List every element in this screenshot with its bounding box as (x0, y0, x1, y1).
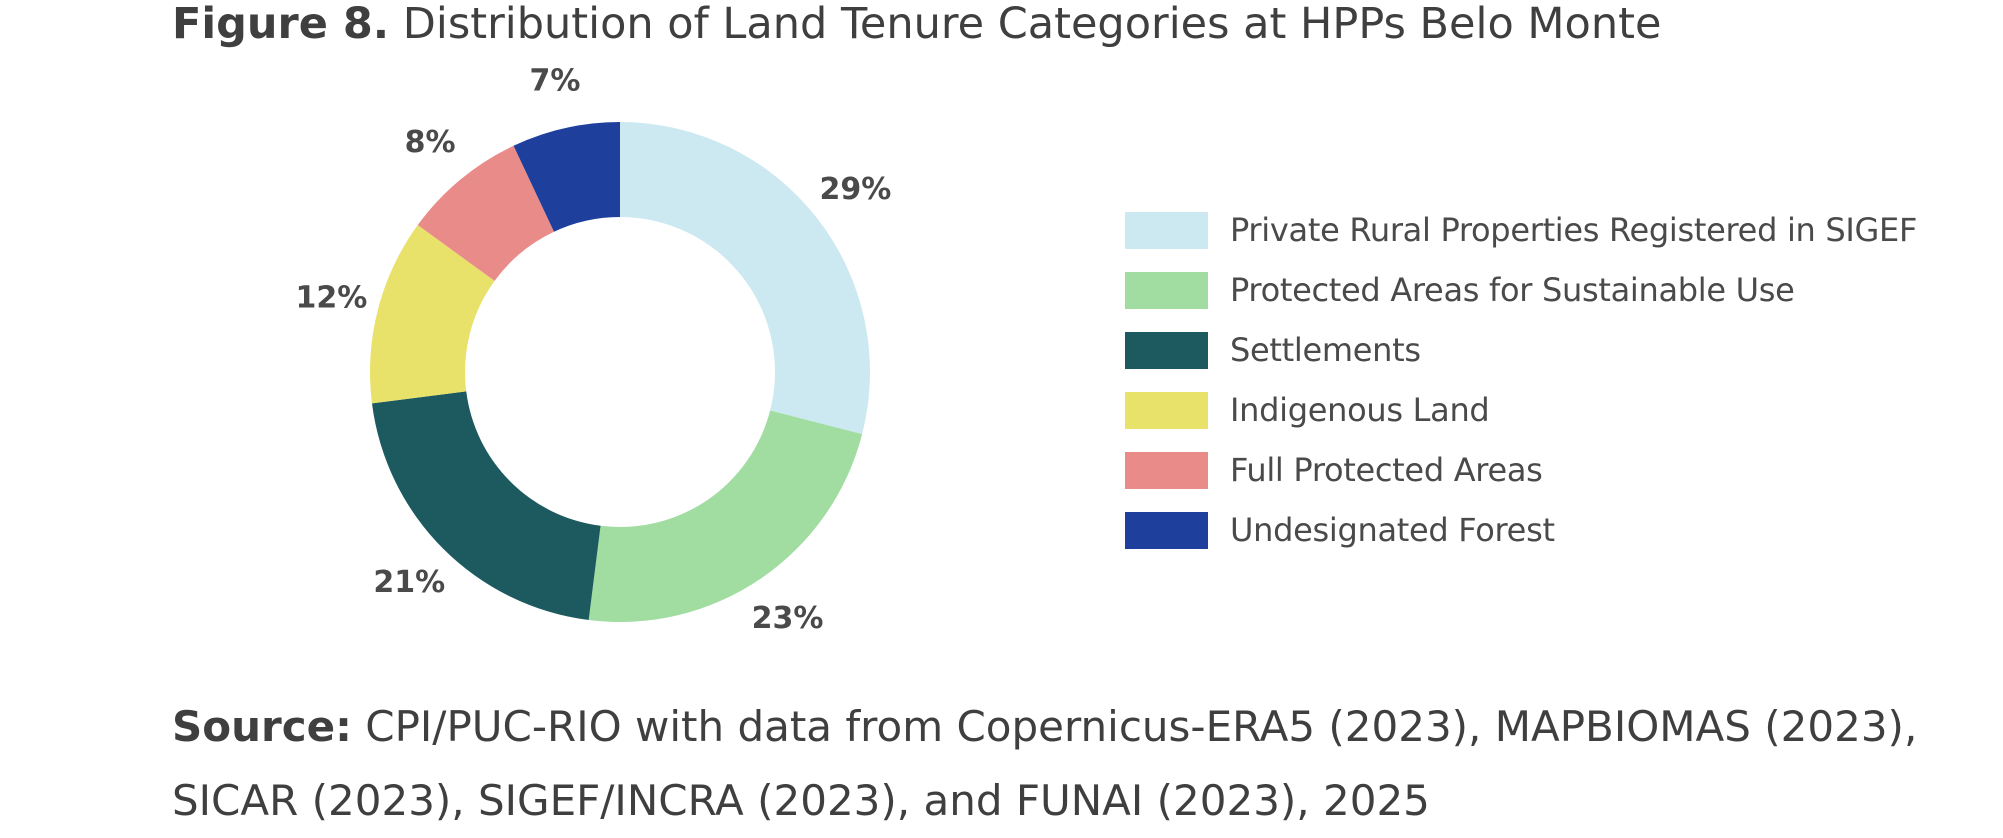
slice-protected-areas-for-sustainable-use (588, 410, 863, 622)
figure-title-text: Distribution of Land Tenure Categories a… (402, 0, 1662, 49)
legend-item-settlements: Settlements (1125, 320, 1917, 380)
legend-item-private-rural-properties-registered-in-sigef: Private Rural Properties Registered in S… (1125, 200, 1917, 260)
legend-label: Private Rural Properties Registered in S… (1230, 211, 1918, 249)
figure-number: Figure 8. (172, 0, 390, 49)
legend-item-indigenous-land: Indigenous Land (1125, 380, 1917, 440)
source-note: Source: CPI/PUC-RIO with data from Coper… (172, 690, 1962, 838)
legend-label: Undesignated Forest (1230, 511, 1555, 549)
slice-private-rural-properties-registered-in-sigef (620, 122, 870, 435)
slice-indigenous-land (370, 225, 495, 404)
legend-label: Indigenous Land (1230, 391, 1490, 429)
legend-swatch (1125, 211, 1208, 249)
donut-slices (370, 122, 870, 622)
slice-label-settlements: 21% (373, 565, 445, 600)
slice-label-full-protected-areas: 8% (405, 125, 456, 160)
source-text: CPI/PUC-RIO with data from Copernicus-ER… (172, 702, 1918, 825)
source-lead: Source: (172, 702, 352, 751)
donut-labels: 29% 23% 21% 12% 8% 7% (295, 64, 891, 636)
legend-swatch (1125, 451, 1208, 489)
legend-swatch (1125, 391, 1208, 429)
slice-full-protected-areas (417, 145, 555, 281)
chart-legend: Private Rural Properties Registered in S… (1125, 200, 1917, 560)
legend-label: Settlements (1230, 331, 1421, 369)
legend-swatch (1125, 511, 1208, 549)
legend-label: Protected Areas for Sustainable Use (1230, 271, 1795, 309)
slice-label-private-rural-properties-registered-in-sigef: 29% (820, 172, 892, 207)
legend-label: Full Protected Areas (1230, 451, 1543, 489)
chart-title: Figure 8. Distribution of Land Tenure Ca… (172, 0, 1661, 48)
slice-label-indigenous-land: 12% (295, 280, 367, 315)
legend-item-protected-areas-for-sustainable-use: Protected Areas for Sustainable Use (1125, 260, 1917, 320)
slice-undesignated-forest (513, 122, 620, 232)
slice-label-undesignated-forest: 7% (530, 64, 581, 99)
slice-settlements (371, 391, 601, 621)
legend-item-undesignated-forest: Undesignated Forest (1125, 500, 1917, 560)
legend-item-full-protected-areas: Full Protected Areas (1125, 440, 1917, 500)
slice-label-protected-areas-for-sustainable-use: 23% (752, 601, 824, 636)
legend-swatch (1125, 331, 1208, 369)
legend-swatch (1125, 271, 1208, 309)
